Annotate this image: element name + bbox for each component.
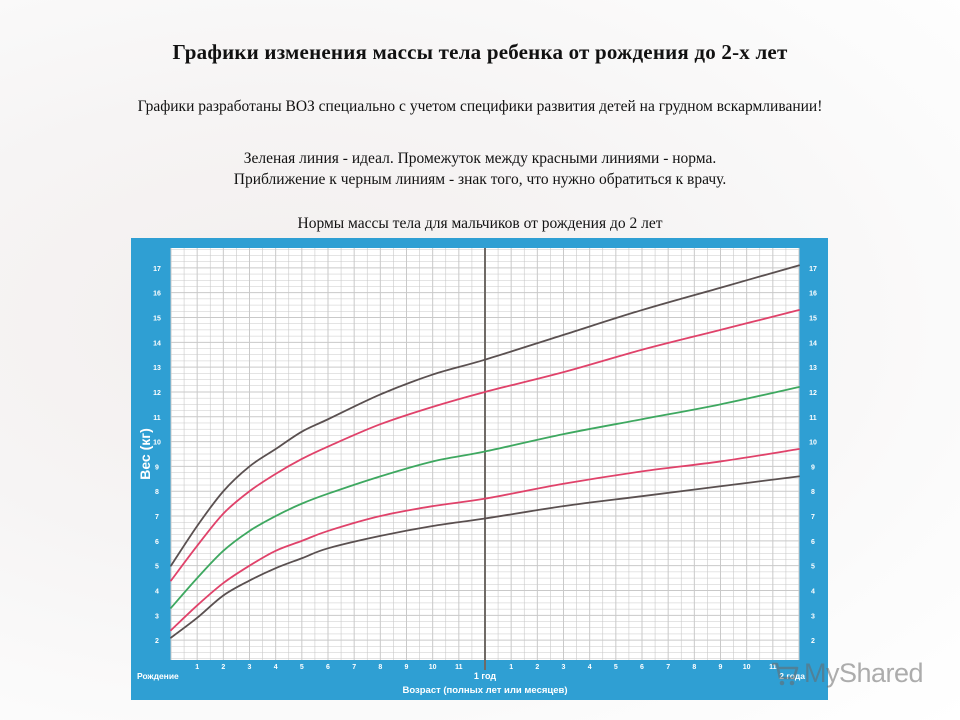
weight-chart: 2 2 3 3 4 4 5 5 6 6 7 7 8 8 9 9 10 10 11 11 12 12 13 13 14 14 15 15… [131,238,828,700]
x-tick-label: 11 [455,664,463,671]
series-line-black [170,264,800,567]
x-tick-label: 11 [769,664,777,671]
x-start-label: Рождение [137,671,179,681]
x-tick-label: 7 [666,664,670,671]
y-tick-label-right: 10 [809,440,817,447]
series-line-green [170,386,800,609]
y-tick-label-right: 12 [809,390,817,397]
y-tick-label-right: 16 [809,291,817,298]
x-tick-label: 4 [588,664,592,671]
watermark-text: MyShared [804,657,924,688]
x-tick-label: 3 [248,664,252,671]
y-tick-label-left: 9 [155,464,159,471]
chart-caption: Нормы массы тела для мальчиков от рожден… [297,215,663,232]
y-axis-title: Вес (кг) [137,428,153,480]
x-tick-label: 9 [719,664,723,671]
page-title: Графики изменения массы тела ребенка от … [172,40,788,64]
y-tick-label-left: 2 [155,638,159,645]
cart-icon [772,662,799,686]
x-tick-label: 4 [274,664,278,671]
y-tick-label-left: 13 [153,365,161,372]
y-tick-label-right: 9 [811,464,815,471]
y-tick-label-right: 11 [809,415,817,422]
y-tick-label-right: 3 [811,613,815,620]
legend-line-warning: Приближение к черным линиям - знак того,… [233,171,727,188]
y-tick-label-right: 5 [811,564,815,571]
y-tick-label-right: 8 [811,489,815,496]
x-tick-label: 7 [352,664,356,671]
y-tick-label-right: 14 [809,340,817,347]
y-tick-label-left: 16 [153,291,161,298]
x-tick-label: 6 [326,664,330,671]
y-tick-label-left: 15 [153,315,161,322]
x-tick-label: 2 [535,664,539,671]
page-subtitle: Графики разработаны ВОЗ специально с уче… [137,98,823,115]
x-tick-label: 10 [743,664,751,671]
x-tick-label: 10 [429,664,437,671]
x-tick-label: 5 [614,664,618,671]
x-tick-label: 3 [562,664,566,671]
y-tick-label-right: 2 [811,638,815,645]
y-tick-label-left: 8 [155,489,159,496]
x-tick-label: 9 [405,664,409,671]
y-tick-label-left: 7 [155,514,159,521]
y-tick-label-left: 17 [153,266,161,273]
y-tick-label-right: 17 [809,266,817,273]
y-tick-label-left: 14 [153,340,161,347]
y-tick-label-left: 4 [155,589,159,596]
y-tick-label-right: 15 [809,315,817,322]
series-line-red [170,448,800,632]
x-tick-label: 6 [640,664,644,671]
x-tick-label: 2 [221,664,225,671]
series-line-black [170,475,800,639]
watermark: MyShared [770,655,930,691]
y-tick-label-left: 10 [153,440,161,447]
x-tick-label: 8 [692,664,696,671]
series-line-red [170,309,800,582]
y-tick-label-left: 6 [155,539,159,546]
x-end-label: 2 года [779,671,805,681]
y-tick-label-left: 5 [155,564,159,571]
x-tick-label: 8 [378,664,382,671]
x-tick-label: 1 [195,664,199,671]
y-tick-label-left: 12 [153,390,161,397]
y-tick-label-right: 4 [811,589,815,596]
y-tick-label-right: 6 [811,539,815,546]
legend-line-ideal-norm: Зеленая линия - идеал. Промежуток между … [243,150,717,167]
y-tick-label-right: 13 [809,365,817,372]
x-tick-label: 5 [300,664,304,671]
y-tick-label-left: 11 [153,415,161,422]
y-tick-label-right: 7 [811,514,815,521]
x-tick-label: 1 [509,664,513,671]
x-mid-label: 1 год [474,671,497,681]
y-tick-label-left: 3 [155,613,159,620]
x-axis-title: Возраст (полных лет или месяцев) [402,685,567,696]
